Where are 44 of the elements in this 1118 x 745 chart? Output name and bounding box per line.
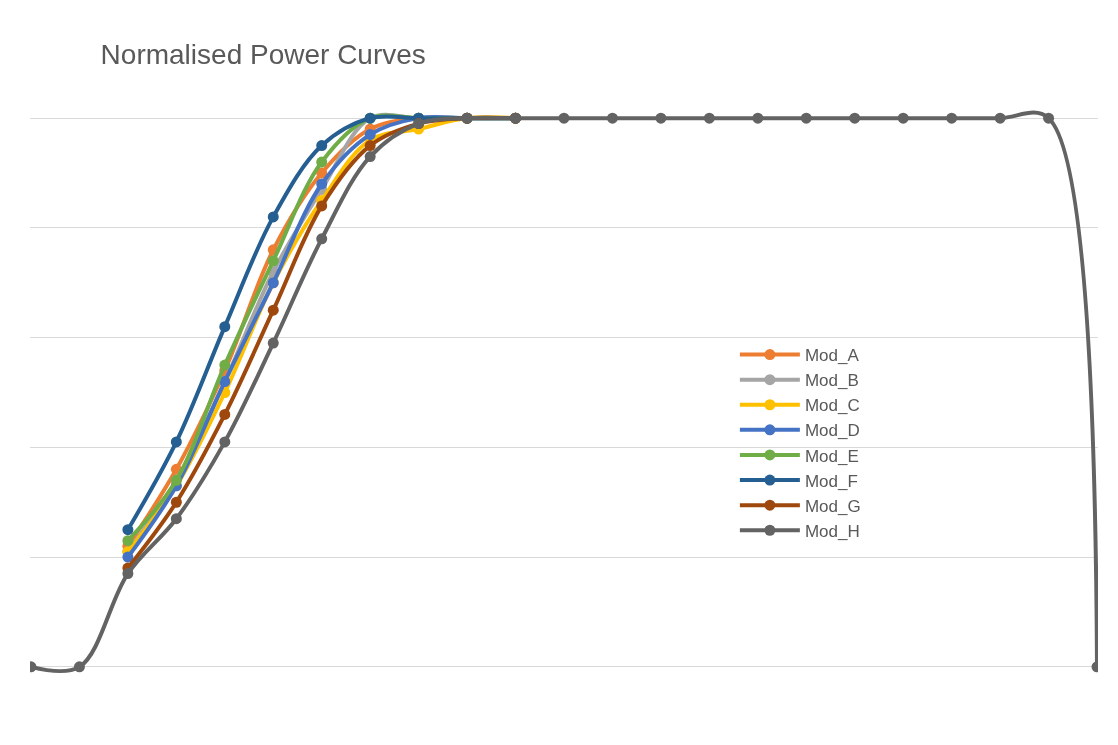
- legend-label: Mod_D: [804, 421, 860, 441]
- point: [655, 112, 667, 124]
- legend-label: Mod_G: [804, 496, 861, 516]
- point: [267, 255, 279, 267]
- point: [122, 535, 134, 547]
- point: [364, 151, 376, 163]
- point: [994, 112, 1006, 124]
- point: [170, 436, 182, 448]
- point: [364, 129, 376, 141]
- point: [800, 112, 812, 124]
- point: [606, 112, 618, 124]
- point: [364, 140, 376, 152]
- point: [170, 496, 182, 508]
- point: [73, 661, 85, 673]
- legend-label: Mod_C: [804, 396, 860, 416]
- point: [752, 112, 764, 124]
- point: [316, 140, 328, 152]
- point: [122, 551, 134, 563]
- point: [219, 321, 231, 333]
- point: [316, 233, 328, 245]
- point: [219, 436, 231, 448]
- legend-label: Mod_E: [804, 446, 859, 466]
- point: [703, 112, 715, 124]
- point: [170, 513, 182, 525]
- point: [267, 337, 279, 349]
- point: [267, 211, 279, 223]
- legend-label: Mod_F: [804, 471, 858, 491]
- point: [897, 112, 909, 124]
- point: [122, 568, 134, 580]
- point: [946, 112, 958, 124]
- point: [219, 359, 231, 371]
- point: [849, 112, 861, 124]
- point: [219, 408, 231, 420]
- legend-label: Mod_B: [804, 371, 859, 391]
- point: [316, 156, 328, 168]
- point: [267, 304, 279, 316]
- point: [316, 200, 328, 212]
- point: [558, 112, 570, 124]
- point: [122, 524, 134, 536]
- point: [316, 178, 328, 190]
- legend-label: Mod_A: [804, 346, 860, 366]
- legend-label: Mod_H: [804, 521, 860, 541]
- point: [1043, 112, 1055, 124]
- chart-title: Normalised Power Curves: [100, 39, 426, 71]
